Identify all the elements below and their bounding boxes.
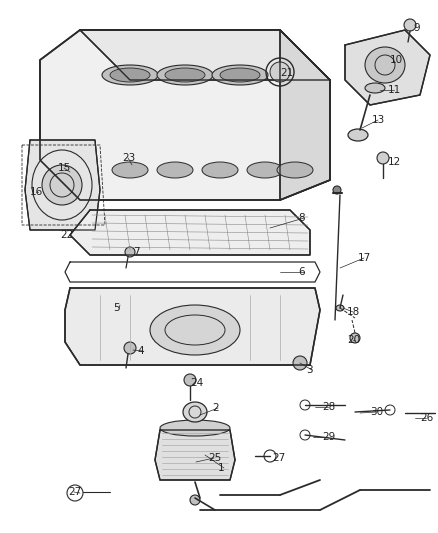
Text: 18: 18 [346, 307, 360, 317]
Text: 2: 2 [212, 403, 218, 413]
Polygon shape [279, 30, 329, 200]
Ellipse shape [219, 68, 259, 82]
Polygon shape [344, 30, 429, 105]
Text: 26: 26 [419, 413, 432, 423]
Ellipse shape [201, 162, 237, 178]
Ellipse shape [247, 162, 283, 178]
Text: 11: 11 [387, 85, 400, 95]
Ellipse shape [212, 65, 267, 85]
Ellipse shape [364, 47, 404, 83]
Text: 30: 30 [369, 407, 382, 417]
Text: 22: 22 [60, 230, 73, 240]
Polygon shape [80, 30, 329, 80]
Text: 4: 4 [137, 346, 143, 356]
Text: 27: 27 [272, 453, 285, 463]
Text: 29: 29 [321, 432, 335, 442]
Ellipse shape [112, 162, 148, 178]
Text: 8: 8 [297, 213, 304, 223]
Text: 6: 6 [297, 267, 304, 277]
Ellipse shape [276, 162, 312, 178]
Text: 16: 16 [30, 187, 43, 197]
Circle shape [42, 165, 82, 205]
Ellipse shape [110, 68, 150, 82]
Text: 28: 28 [321, 402, 335, 412]
Text: 25: 25 [208, 453, 221, 463]
Ellipse shape [159, 420, 230, 436]
Circle shape [376, 152, 388, 164]
Ellipse shape [335, 305, 343, 311]
Text: 20: 20 [346, 335, 359, 345]
Ellipse shape [157, 65, 212, 85]
Ellipse shape [157, 162, 193, 178]
Text: 3: 3 [305, 365, 312, 375]
Text: 24: 24 [190, 378, 203, 388]
Circle shape [184, 374, 195, 386]
Text: 21: 21 [279, 68, 293, 78]
Polygon shape [65, 288, 319, 365]
Polygon shape [70, 210, 309, 255]
Circle shape [332, 186, 340, 194]
Text: 15: 15 [58, 163, 71, 173]
Circle shape [269, 62, 290, 82]
Text: 9: 9 [412, 23, 419, 33]
Text: 12: 12 [387, 157, 400, 167]
Circle shape [125, 247, 135, 257]
Circle shape [403, 19, 415, 31]
Text: 5: 5 [113, 303, 119, 313]
Ellipse shape [102, 65, 158, 85]
Circle shape [124, 342, 136, 354]
Ellipse shape [347, 129, 367, 141]
Polygon shape [155, 430, 234, 480]
Text: 7: 7 [133, 247, 139, 257]
Text: 23: 23 [122, 153, 135, 163]
Ellipse shape [150, 305, 240, 355]
Polygon shape [25, 140, 100, 230]
Text: 10: 10 [389, 55, 402, 65]
Polygon shape [40, 30, 329, 200]
Circle shape [190, 495, 200, 505]
Ellipse shape [364, 83, 384, 93]
Text: 27: 27 [68, 487, 81, 497]
Circle shape [292, 356, 306, 370]
Text: 13: 13 [371, 115, 385, 125]
Circle shape [349, 333, 359, 343]
Text: 1: 1 [218, 463, 224, 473]
Ellipse shape [165, 68, 205, 82]
Ellipse shape [183, 402, 207, 422]
Text: 17: 17 [357, 253, 371, 263]
